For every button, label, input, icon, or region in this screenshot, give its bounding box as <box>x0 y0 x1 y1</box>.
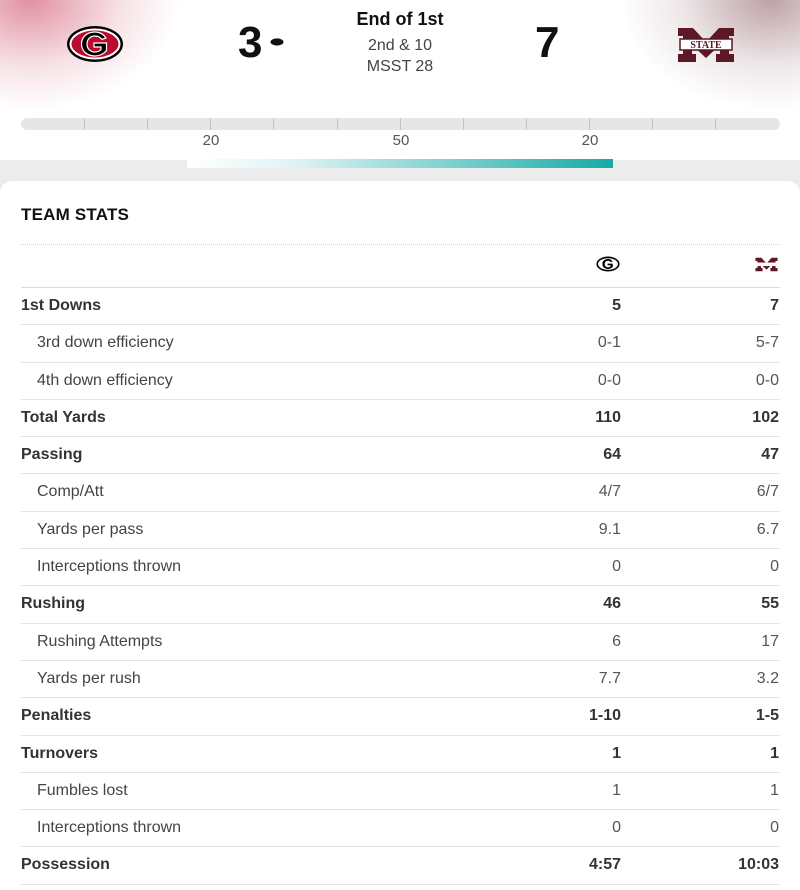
georgia-g-logo-icon[interactable] <box>66 25 124 63</box>
home-stat-value: 6 <box>612 632 621 650</box>
team-stats-title: TEAM STATS <box>21 205 130 224</box>
yard-tick <box>84 118 85 130</box>
home-stat-value: 0 <box>612 558 621 576</box>
stat-row: 4th down efficiency 0-0 0-0 <box>21 363 780 400</box>
away-stat-value: 1 <box>770 744 779 762</box>
game-status: End of 1st <box>356 9 444 29</box>
drive-progress-bar <box>187 159 613 168</box>
stats-header-rule <box>21 287 780 288</box>
yard-label: 20 <box>202 132 220 149</box>
away-stat-value: 1-5 <box>755 707 779 725</box>
stat-row: Rushing 46 55 <box>21 586 780 624</box>
stat-row: Yards per rush 7.7 3.2 <box>21 661 780 699</box>
stat-row: Interceptions thrown 0 0 <box>21 810 780 848</box>
away-stat-value: 1 <box>770 781 779 799</box>
home-stat-value: 0-1 <box>597 334 621 352</box>
stat-row: Passing 64 47 <box>21 437 780 475</box>
stat-label: Comp/Att <box>37 483 104 501</box>
football-possession-icon <box>270 38 284 46</box>
away-stat-value: 102 <box>752 408 779 426</box>
away-stat-value: 17 <box>761 632 779 650</box>
home-stat-value: 7.7 <box>598 669 621 687</box>
home-stat-value: 1-10 <box>588 707 621 725</box>
stat-label: Passing <box>21 446 83 464</box>
ball-spot: MSST 28 <box>366 58 434 75</box>
stat-label: 1st Downs <box>21 297 102 314</box>
section-divider <box>21 244 780 245</box>
away-stat-value: 6.7 <box>756 520 779 538</box>
stat-label: Interceptions thrown <box>37 819 182 837</box>
stat-row: Total Yards 110 102 <box>21 400 780 438</box>
home-stat-value: 4:57 <box>588 856 621 874</box>
yard-tick <box>715 118 716 130</box>
yard-tick <box>337 118 338 130</box>
yard-tick <box>210 118 211 130</box>
team-stats-table: 1st Downs 5 7 3rd down efficiency 0-1 5-7 4th … <box>21 288 780 885</box>
stat-label: Rushing <box>21 595 85 613</box>
stat-label: Turnovers <box>21 744 99 762</box>
away-logo-text: STATE <box>690 40 722 51</box>
stat-label: Fumbles lost <box>37 781 128 799</box>
home-stat-value: 64 <box>603 446 621 464</box>
away-stat-value: 5-7 <box>755 334 779 352</box>
yard-tick <box>589 118 590 130</box>
stat-row: Yards per pass 9.1 6.7 <box>21 512 780 550</box>
yard-tick <box>526 118 527 130</box>
stat-label: 4th down efficiency <box>37 371 173 389</box>
down-and-distance: 2nd & 10 <box>367 37 433 54</box>
home-stat-value: 1 <box>612 744 621 762</box>
yard-tick <box>463 118 464 130</box>
yard-label: 50 <box>392 132 410 149</box>
away-score: 7 <box>535 18 560 67</box>
yard-tick <box>400 118 401 130</box>
stat-row: Possession 4:57 10:03 <box>21 847 780 885</box>
stat-row: Comp/Att 4/7 6/7 <box>21 474 780 512</box>
mississippi-state-column-icon <box>755 257 778 272</box>
home-stat-value: 0 <box>612 819 621 837</box>
stat-label: 3rd down efficiency <box>37 334 174 352</box>
home-stat-value: 4/7 <box>598 483 621 501</box>
stat-row: Penalties 1-10 1-5 <box>21 698 780 736</box>
stat-row: Interceptions thrown 0 0 <box>21 549 780 587</box>
stat-label: Rushing Attempts <box>37 632 163 650</box>
yard-label: 20 <box>581 132 599 149</box>
yard-tick <box>147 118 148 130</box>
home-stat-value: 110 <box>595 408 621 426</box>
mississippi-state-m-logo-icon[interactable]: STATE <box>676 26 736 64</box>
home-score: 3 <box>238 18 263 67</box>
stat-label: Penalties <box>21 707 92 725</box>
home-stat-value: 0-0 <box>597 371 621 389</box>
stat-row: Rushing Attempts 6 17 <box>21 624 780 661</box>
team-stats-card <box>0 181 800 890</box>
stat-label: Total Yards <box>21 408 106 426</box>
away-stat-value: 47 <box>761 446 779 464</box>
home-stat-value: 9.1 <box>598 520 621 538</box>
home-stat-value: 46 <box>603 595 621 613</box>
away-stat-value: 0 <box>770 558 779 576</box>
away-stat-value: 7 <box>770 297 779 314</box>
away-stat-value: 6/7 <box>756 483 779 501</box>
away-stat-value: 3.2 <box>756 669 779 687</box>
home-stat-value: 1 <box>612 781 621 799</box>
yard-tick <box>652 118 653 130</box>
stat-label: Possession <box>21 856 110 874</box>
stat-label: Interceptions thrown <box>37 558 182 576</box>
georgia-column-icon <box>596 256 620 272</box>
away-stat-value: 0-0 <box>755 371 779 389</box>
stat-row: 1st Downs 5 7 <box>21 288 780 326</box>
stat-label: Yards per pass <box>37 520 144 538</box>
stat-label: Yards per rush <box>37 669 141 687</box>
stat-row: Turnovers 1 1 <box>21 736 780 773</box>
stat-row: Fumbles lost 1 1 <box>21 773 780 811</box>
yard-tick <box>273 118 274 130</box>
away-stat-value: 55 <box>761 595 779 613</box>
away-stat-value: 10:03 <box>738 856 779 874</box>
away-stat-value: 0 <box>770 819 779 837</box>
stat-row: 3rd down efficiency 0-1 5-7 <box>21 325 780 363</box>
home-stat-value: 5 <box>612 297 621 314</box>
